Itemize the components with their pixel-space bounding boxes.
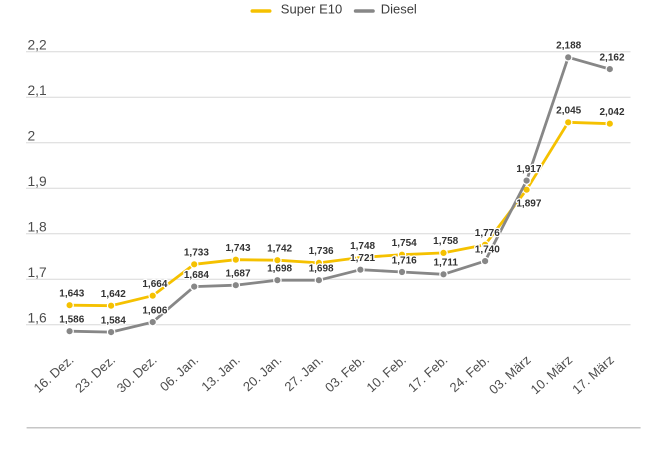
svg-text:1,643: 1,643 [59,289,84,300]
svg-text:1,698: 1,698 [309,264,334,275]
svg-text:1,698: 1,698 [267,264,292,275]
svg-text:1,758: 1,758 [433,236,458,247]
svg-text:Super E10: Super E10 [281,2,342,17]
svg-text:1,8: 1,8 [28,219,48,234]
svg-text:1,716: 1,716 [392,255,417,266]
svg-text:2,188: 2,188 [556,41,581,52]
svg-text:1,584: 1,584 [101,315,126,326]
svg-text:1,9: 1,9 [28,174,48,189]
svg-text:1,7: 1,7 [28,265,47,280]
svg-text:2,045: 2,045 [556,106,581,117]
svg-text:1,721: 1,721 [350,253,375,264]
svg-text:1,586: 1,586 [59,315,84,326]
svg-text:1,917: 1,917 [516,164,541,175]
svg-text:1,740: 1,740 [475,244,500,255]
svg-text:1,642: 1,642 [101,289,126,300]
svg-text:1,736: 1,736 [309,246,334,257]
svg-text:1,748: 1,748 [350,241,375,252]
svg-text:1,6: 1,6 [28,310,48,325]
svg-text:1,711: 1,711 [433,258,458,269]
svg-text:1,742: 1,742 [267,244,292,255]
svg-text:1,606: 1,606 [142,305,167,316]
svg-text:2: 2 [28,128,36,143]
svg-text:1,684: 1,684 [184,270,209,281]
svg-text:1,897: 1,897 [516,199,541,210]
svg-text:1,664: 1,664 [142,279,167,290]
svg-text:1,743: 1,743 [225,243,250,254]
svg-text:2,2: 2,2 [28,37,47,52]
svg-text:2,162: 2,162 [599,52,624,63]
svg-text:1,733: 1,733 [184,248,209,259]
svg-text:Diesel: Diesel [381,2,417,17]
svg-text:1,687: 1,687 [225,269,250,280]
svg-text:2,1: 2,1 [28,83,47,98]
svg-text:1,776: 1,776 [475,228,500,239]
svg-text:2,042: 2,042 [599,107,624,118]
svg-text:1,754: 1,754 [392,238,417,249]
